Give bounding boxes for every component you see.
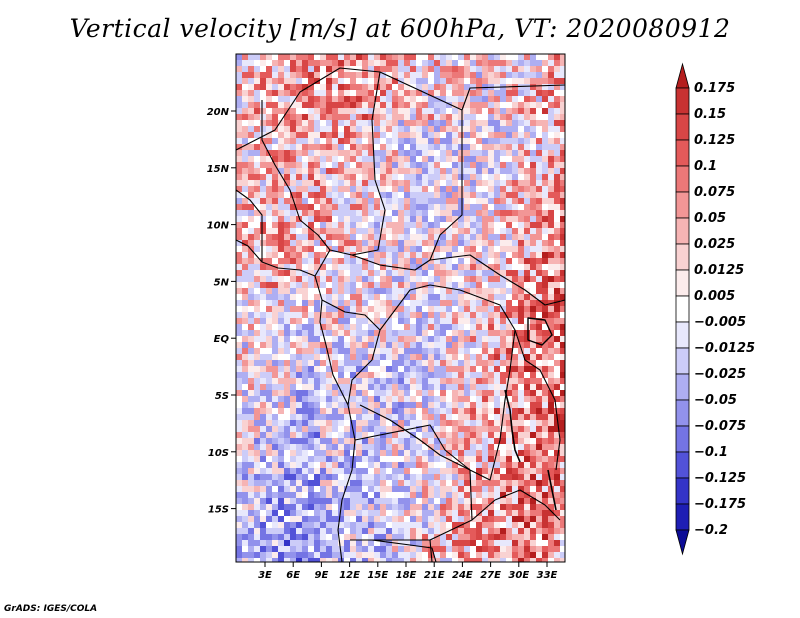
colorbar-swatch <box>675 269 690 297</box>
colorbar-swatch <box>675 399 690 427</box>
colorbar-label: −0.005 <box>694 315 746 330</box>
lon-tick-label: 12E <box>339 570 360 581</box>
border-chad <box>351 71 386 256</box>
latitude-axis: 20N 15N 10N 5N EQ 5S 10S 15S <box>207 107 236 516</box>
border-sudan <box>461 84 565 111</box>
colorbar-label: −0.0125 <box>694 341 755 356</box>
border-drc <box>359 284 516 481</box>
lon-tick-label: 15E <box>367 570 388 581</box>
border-east <box>429 254 565 306</box>
border-west <box>236 189 263 262</box>
colorbar-top-arrow <box>675 62 690 89</box>
colorbar-label: −0.1 <box>694 445 728 460</box>
colorbar-swatch <box>675 321 690 349</box>
colorbar-label: 0.075 <box>694 185 735 200</box>
lat-tick-label: 15N <box>207 164 230 175</box>
colorbar-swatch <box>675 451 690 479</box>
lon-tick-label: 18E <box>396 570 417 581</box>
colorbar-label: 0.025 <box>694 237 735 252</box>
colorbar-label: 0.05 <box>694 211 726 226</box>
lon-tick-label: 21E <box>424 570 445 581</box>
lon-tick-label: 33E <box>537 570 558 581</box>
lat-tick-label: 5S <box>215 391 229 402</box>
lake-tanganyika <box>504 389 521 463</box>
colorbar-label: 0.15 <box>694 107 726 122</box>
colorbar-swatch <box>675 243 690 271</box>
colorbar-swatch <box>675 503 690 531</box>
colorbar-label: −0.125 <box>694 471 746 486</box>
map-frame <box>235 53 566 563</box>
colorbar-swatch <box>675 373 690 401</box>
lon-tick-label: 30E <box>508 570 529 581</box>
velocity-field <box>236 54 565 562</box>
colorbar-label: 0.175 <box>694 81 735 96</box>
colorbar-label: 0.0125 <box>694 263 744 278</box>
colorbar: 0.175 0.15 0.125 0.1 0.075 0.05 0.025 0.0125 0.0… <box>675 62 755 556</box>
colorbar-label: 0.125 <box>694 133 735 148</box>
colorbar-swatch <box>675 113 690 141</box>
lon-tick-label: 9E <box>315 570 329 581</box>
lat-tick-label: 10N <box>207 221 230 232</box>
lake-malawi <box>547 469 557 511</box>
country-borders <box>236 67 565 562</box>
border-north <box>236 67 463 277</box>
lon-tick-label: 3E <box>258 570 272 581</box>
colorbar-label: −0.2 <box>694 523 728 538</box>
border-zambia <box>471 489 561 521</box>
colorbar-label: 0.005 <box>694 289 735 304</box>
coastline <box>236 239 356 562</box>
lon-tick-label: 6E <box>286 570 300 581</box>
longitude-axis: 3E 6E 9E 12E 15E 18E 21E 24E 27E 30E 33E <box>258 562 558 581</box>
colorbar-bottom-arrow <box>675 529 690 556</box>
border-east-africa <box>514 329 561 471</box>
colorbar-swatch <box>675 295 690 323</box>
colorbar-swatch <box>675 217 690 245</box>
colorbar-label: −0.025 <box>694 367 746 382</box>
colorbar-label: −0.175 <box>694 497 746 512</box>
colorbar-swatch <box>675 139 690 167</box>
lake-victoria <box>527 317 553 346</box>
lat-tick-label: 15S <box>208 505 229 516</box>
border-nigeria <box>261 100 331 251</box>
colorbar-label: −0.075 <box>694 419 746 434</box>
map-title: Vertical velocity [m/s] at 600hPa, VT: 2… <box>69 14 731 43</box>
lat-tick-label: 5N <box>214 277 230 288</box>
grads-credit: GrADS: IGES/COLA <box>4 604 98 614</box>
lat-tick-label: EQ <box>214 334 230 345</box>
lat-tick-label: 10S <box>208 448 229 459</box>
colorbar-swatch <box>675 165 690 193</box>
border-namibia <box>429 539 433 562</box>
lon-tick-label: 27E <box>480 570 501 581</box>
colorbar-swatch <box>675 87 690 115</box>
colorbar-label: 0.1 <box>694 159 717 174</box>
colorbar-swatch <box>675 425 690 453</box>
colorbar-swatch <box>675 191 690 219</box>
lon-tick-label: 24E <box>452 570 473 581</box>
lat-tick-label: 20N <box>207 107 230 118</box>
colorbar-label: −0.05 <box>694 393 737 408</box>
colorbar-swatch <box>675 477 690 505</box>
border-south <box>350 539 437 562</box>
colorbar-swatch <box>675 347 690 375</box>
